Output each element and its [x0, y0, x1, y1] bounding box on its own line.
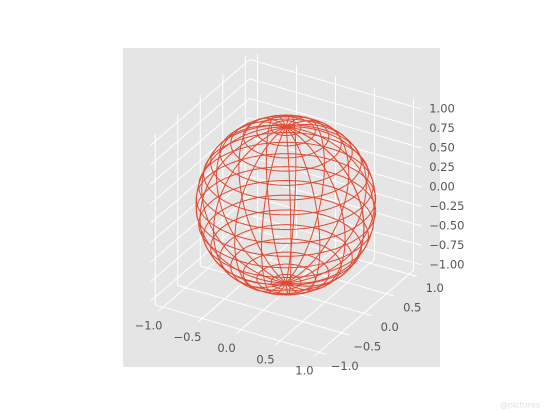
grid-line	[249, 78, 422, 129]
tick-label: −0.50	[429, 218, 464, 232]
parallel	[198, 141, 374, 230]
grid-line	[177, 284, 350, 336]
meridian	[195, 126, 287, 284]
tick-label: −0.25	[429, 199, 464, 213]
parallel	[195, 166, 377, 257]
grid-line	[150, 195, 251, 282]
parallel	[219, 224, 353, 292]
parallel	[219, 118, 353, 186]
parallel	[210, 124, 362, 201]
tick-label: −1.00	[429, 257, 464, 271]
grid-line	[249, 58, 422, 110]
parallel	[230, 238, 342, 295]
tick-label: −1.0	[135, 319, 163, 333]
tick-labels: −1.0−0.50.00.51.0 −1.0−0.50.00.51.0−1.00−…	[135, 101, 465, 377]
tick-label: 0.00	[429, 179, 455, 193]
tick-label: −0.5	[174, 330, 202, 344]
tick-label: 0.50	[429, 140, 455, 154]
tick-label: 1.0	[426, 281, 444, 295]
meridian	[285, 126, 376, 284]
tick-label: 1.0	[295, 364, 313, 378]
tick-label: 0.5	[403, 300, 421, 314]
tick-label: 0.0	[381, 320, 399, 334]
grid-line	[222, 246, 395, 297]
tick-label: −0.75	[429, 238, 464, 252]
tick-label: 0.25	[429, 160, 455, 174]
tick-label: 0.75	[429, 121, 455, 135]
parallel	[256, 263, 316, 294]
parallel	[270, 120, 302, 137]
parallel	[198, 180, 374, 269]
tick-label: 0.5	[256, 352, 274, 366]
tick-label: 0.0	[217, 341, 235, 355]
parallel	[270, 273, 302, 290]
grid-line	[150, 98, 251, 185]
grid-line	[150, 214, 251, 302]
grid-line	[150, 78, 251, 166]
watermark: @pictures	[500, 401, 540, 410]
meridian	[201, 124, 287, 284]
tick-label: 1.00	[429, 101, 455, 115]
parallel	[242, 114, 330, 159]
meridian	[285, 126, 375, 284]
grid-line	[245, 226, 417, 277]
grid-line	[249, 97, 422, 149]
parallel	[203, 131, 369, 216]
grid-line	[249, 195, 422, 246]
grid-line	[249, 214, 422, 266]
grid-line	[249, 156, 422, 207]
meridian	[285, 126, 365, 287]
parallel	[256, 116, 316, 147]
wireframe	[195, 114, 377, 296]
parallel	[210, 209, 362, 286]
parallel	[195, 153, 377, 244]
parallel	[203, 194, 369, 279]
grid-line	[155, 304, 327, 355]
grid-line	[150, 59, 251, 146]
parallel	[242, 251, 330, 296]
tick-label: −0.5	[353, 339, 381, 353]
tick-label: −1.0	[331, 359, 359, 373]
